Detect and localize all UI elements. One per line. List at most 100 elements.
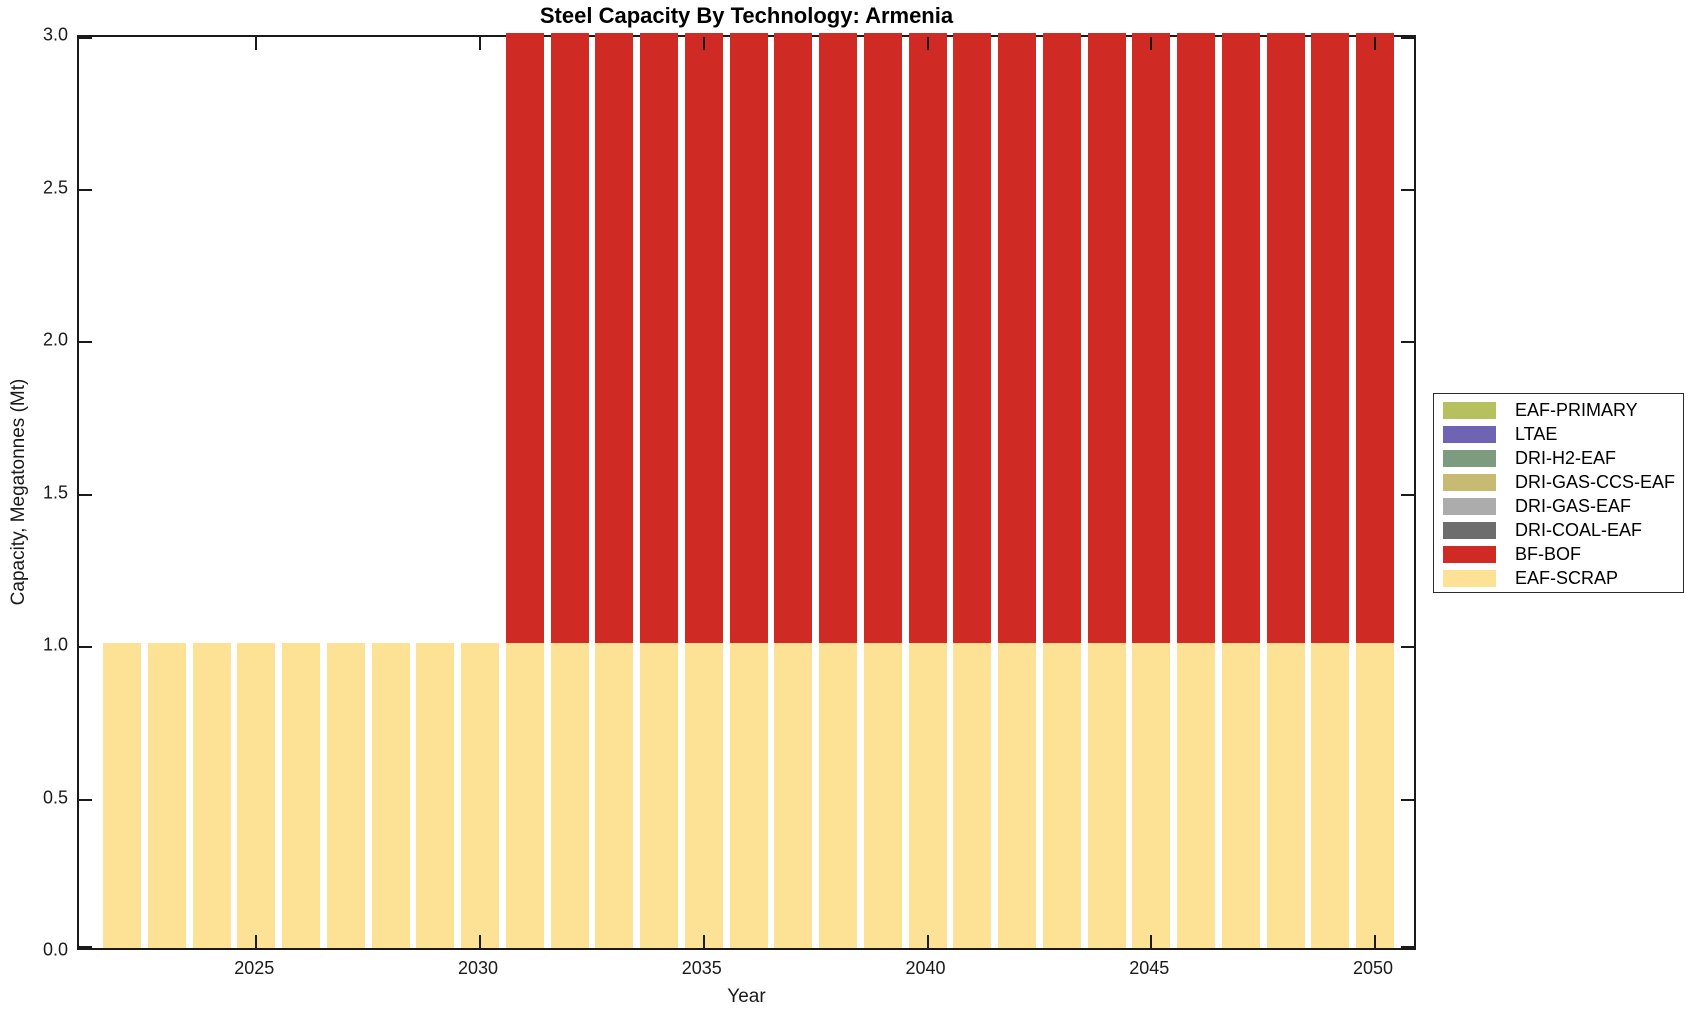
bar-2041 — [953, 33, 992, 948]
bar-segment-bf-bof-2047 — [1221, 33, 1260, 643]
y-tick-3.0-right — [1401, 37, 1414, 39]
legend-swatch-eaf-primary — [1443, 401, 1496, 419]
y-tick-1.5-left — [79, 493, 92, 496]
x-tick-2040-top — [926, 37, 929, 50]
legend-row-dri-gas-eaf: DRI-GAS-EAF — [1434, 494, 1683, 518]
legend: EAF-PRIMARY LTAE DRI-H2-EAF DRI-GAS-CCS-EAF… — [1433, 393, 1684, 593]
bar-segment-eaf-scrap-2031 — [505, 643, 544, 948]
bar-segment-eaf-scrap-2041 — [953, 643, 992, 948]
x-tick-2035-top — [702, 37, 705, 50]
bar-segment-eaf-scrap-2033 — [595, 643, 634, 948]
bar-2022 — [103, 643, 141, 948]
legend-row-ltae: LTAE — [1434, 422, 1683, 446]
bar-segment-bf-bof-2039 — [863, 33, 902, 643]
y-tick-2.5-left — [79, 188, 92, 191]
bar-segment-bf-bof-2035 — [684, 33, 723, 643]
x-tick-label-2035: 2035 — [681, 958, 722, 978]
bar-segment-bf-bof-2031 — [505, 33, 544, 643]
bar-segment-eaf-scrap-2040 — [908, 643, 947, 948]
bar-2032 — [550, 33, 589, 948]
legend-label-dri-gas-eaf: DRI-GAS-EAF — [1515, 495, 1632, 516]
x-tick-2045-top — [1150, 37, 1153, 50]
y-tick-0.0-left — [79, 946, 92, 948]
bar-2034 — [640, 33, 678, 948]
bar-segment-bf-bof-2046 — [1177, 33, 1215, 643]
bar-2048 — [1266, 33, 1305, 948]
legend-row-dri-coal-eaf: DRI-COAL-EAF — [1434, 518, 1683, 542]
bar-segment-bf-bof-2049 — [1311, 33, 1350, 643]
x-tick-2025-bottom — [255, 935, 258, 948]
legend-row-dri-gas-ccs-eaf: DRI-GAS-CCS-EAF — [1434, 470, 1683, 494]
bar-2028 — [371, 643, 410, 948]
bar-segment-eaf-scrap-2032 — [550, 643, 589, 948]
bar-2025 — [237, 643, 276, 948]
y-tick-0.5-right — [1401, 798, 1414, 801]
legend-row-bf-bof: BF-BOF — [1434, 542, 1683, 566]
bar-segment-eaf-scrap-2042 — [998, 643, 1036, 948]
bar-2042 — [998, 33, 1036, 948]
y-tick-label-3.0: 3.0 — [42, 24, 68, 45]
legend-swatch-ltae — [1443, 425, 1496, 443]
y-tick-1.0-left — [79, 646, 92, 648]
bar-segment-eaf-scrap-2030 — [461, 643, 499, 948]
bar-segment-eaf-scrap-2043 — [1042, 643, 1081, 948]
legend-swatch-bf-bof — [1443, 545, 1496, 563]
x-tick-2035-bottom — [702, 935, 705, 948]
x-tick-label-2025: 2025 — [234, 958, 275, 978]
bar-segment-eaf-scrap-2046 — [1177, 643, 1215, 948]
y-tick-0.5-left — [79, 798, 92, 801]
bar-segment-eaf-scrap-2035 — [684, 643, 723, 948]
x-tick-2025-top — [255, 37, 258, 50]
x-tick-label-2045: 2045 — [1129, 958, 1170, 978]
bar-segment-bf-bof-2032 — [550, 33, 589, 643]
bar-segment-eaf-scrap-2027 — [326, 643, 365, 948]
legend-label-ltae: LTAE — [1515, 423, 1558, 444]
bar-2047 — [1221, 33, 1260, 948]
bar-segment-bf-bof-2040 — [908, 33, 947, 643]
bar-2033 — [595, 33, 634, 948]
y-tick-label-2.0: 2.0 — [42, 329, 68, 350]
y-tick-1.5-right — [1401, 493, 1414, 496]
bar-2035 — [684, 33, 723, 948]
bar-segment-eaf-scrap-2034 — [640, 643, 678, 948]
y-tick-1.0-right — [1401, 646, 1414, 648]
plot-area — [77, 33, 1416, 950]
bar-2037 — [774, 33, 813, 948]
bar-segment-bf-bof-2042 — [998, 33, 1036, 643]
bar-segment-eaf-scrap-2044 — [1087, 643, 1126, 948]
bar-2029 — [416, 643, 455, 948]
bar-segment-bf-bof-2036 — [729, 33, 768, 643]
bar-segment-eaf-scrap-2029 — [416, 643, 455, 948]
x-tick-label-2040: 2040 — [905, 958, 946, 978]
bar-segment-eaf-scrap-2023 — [147, 643, 186, 948]
x-tick-2045-bottom — [1150, 935, 1153, 948]
bar-segment-eaf-scrap-2036 — [729, 643, 768, 948]
bar-segment-eaf-scrap-2026 — [282, 643, 320, 948]
bar-segment-eaf-scrap-2024 — [192, 643, 231, 948]
y-tick-3.0-left — [79, 37, 92, 39]
bar-segment-eaf-scrap-2050 — [1356, 643, 1394, 948]
y-tick-0.0-right — [1401, 946, 1414, 948]
legend-label-bf-bof: BF-BOF — [1515, 543, 1581, 564]
bar-2045 — [1132, 33, 1171, 948]
y-tick-label-1.5: 1.5 — [42, 482, 68, 502]
bar-segment-eaf-scrap-2025 — [237, 643, 276, 948]
legend-label-eaf-primary: EAF-PRIMARY — [1515, 399, 1638, 420]
bar-segment-bf-bof-2044 — [1087, 33, 1126, 643]
legend-row-dri-h2-eaf: DRI-H2-EAF — [1434, 446, 1683, 470]
bar-2050 — [1356, 33, 1394, 948]
bar-segment-eaf-scrap-2045 — [1132, 643, 1171, 948]
legend-swatch-eaf-scrap — [1443, 569, 1496, 587]
bar-2024 — [192, 643, 231, 948]
bar-2027 — [326, 643, 365, 948]
y-tick-2.0-right — [1401, 341, 1414, 343]
bar-2023 — [147, 643, 186, 948]
bar-2031 — [505, 33, 544, 948]
bar-2036 — [729, 33, 768, 948]
bar-2038 — [819, 33, 857, 948]
bar-2030 — [461, 643, 499, 948]
legend-label-dri-coal-eaf: DRI-COAL-EAF — [1515, 519, 1643, 540]
y-tick-label-2.5: 2.5 — [42, 177, 68, 197]
x-tick-2050-bottom — [1374, 935, 1376, 948]
chart-title: Steel Capacity By Technology: Armenia — [539, 3, 954, 28]
